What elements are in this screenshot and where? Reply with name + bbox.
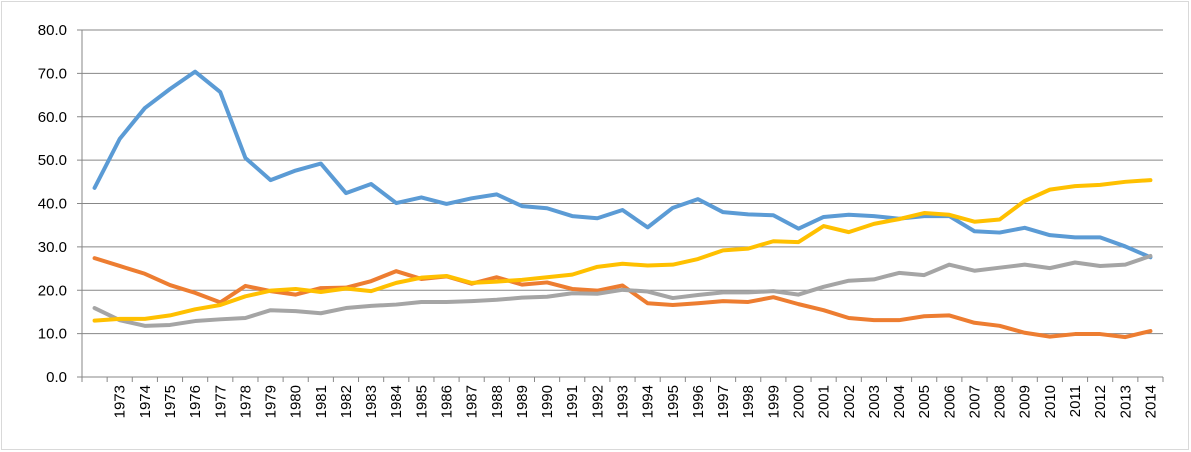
x-tick-label: 2010 [1042, 385, 1059, 418]
x-tick-label: 1974 [137, 385, 154, 418]
x-tick-label: 1998 [740, 385, 757, 418]
x-tick-label: 1999 [765, 385, 782, 418]
x-tick-label: 1997 [715, 385, 732, 418]
x-tick-label: 2013 [1117, 385, 1134, 418]
y-tick-label: 80.0 [38, 22, 67, 39]
x-tick-label: 1994 [640, 385, 657, 418]
y-axis: 0.0 10.0 20.0 30.0 40.0 50.0 60.0 70.0 80.0 [38, 22, 83, 386]
x-tick-label: 1981 [313, 385, 330, 418]
x-tick-label: 1979 [263, 385, 280, 418]
x-tick-label: 1992 [589, 385, 606, 418]
x-axis: 1973 1974 1975 1976 1977 1978 1979 1980 1981 1982… [81, 376, 1164, 418]
x-tick-label: 1977 [212, 385, 229, 418]
x-tick-label: 1989 [514, 385, 531, 418]
x-tick-label: 1993 [615, 385, 632, 418]
y-tick-label: 10.0 [38, 326, 67, 343]
x-tick-label: 1995 [665, 385, 682, 418]
x-tick-label: 2012 [1092, 385, 1109, 418]
x-tick-label: 1985 [413, 385, 430, 418]
y-tick-label: 60.0 [38, 109, 67, 126]
x-tick-label: 2011 [1067, 385, 1084, 417]
x-tick-label: 2001 [816, 385, 833, 418]
x-tick-label: 2006 [941, 385, 958, 418]
x-tick-label: 1984 [388, 385, 405, 418]
y-tick-label: 40.0 [38, 196, 67, 213]
x-tick-label: 1973 [112, 385, 129, 418]
x-tick-label: 2005 [916, 385, 933, 418]
y-tick-label: 30.0 [38, 239, 67, 256]
series-lines [92, 69, 1153, 340]
x-tick-label: 1991 [564, 385, 581, 418]
x-tick-label: 2007 [966, 385, 983, 418]
y-tick-label: 70.0 [38, 65, 67, 82]
y-tick-label: 20.0 [38, 282, 67, 299]
x-tick-label: 1983 [363, 385, 380, 418]
x-tick-label: 1978 [237, 385, 254, 418]
x-tick-label: 2002 [841, 385, 858, 418]
x-tick-label: 1988 [489, 385, 506, 418]
y-tick-label: 50.0 [38, 152, 67, 169]
x-tick-label: 2000 [790, 385, 807, 418]
y-tick-label: 0.0 [46, 369, 67, 386]
x-tick-label: 2014 [1142, 385, 1159, 418]
x-tick-label: 1987 [464, 385, 481, 418]
series-line-4 [92, 178, 1153, 323]
x-tick-label: 1976 [187, 385, 204, 418]
x-tick-label: 1986 [439, 385, 456, 418]
x-tick-label: 1990 [539, 385, 556, 418]
series-line-1 [92, 69, 1153, 260]
x-tick-label: 2003 [866, 385, 883, 418]
x-tick-label: 1996 [690, 385, 707, 418]
x-tick-label: 1975 [162, 385, 179, 418]
series-line-3 [92, 253, 1153, 328]
x-tick-label: 2004 [891, 385, 908, 418]
x-tick-label: 1982 [338, 385, 355, 418]
x-tick-label: 2009 [1017, 385, 1034, 418]
x-tick-label: 1980 [288, 385, 305, 418]
x-tick-label: 2008 [992, 385, 1009, 418]
